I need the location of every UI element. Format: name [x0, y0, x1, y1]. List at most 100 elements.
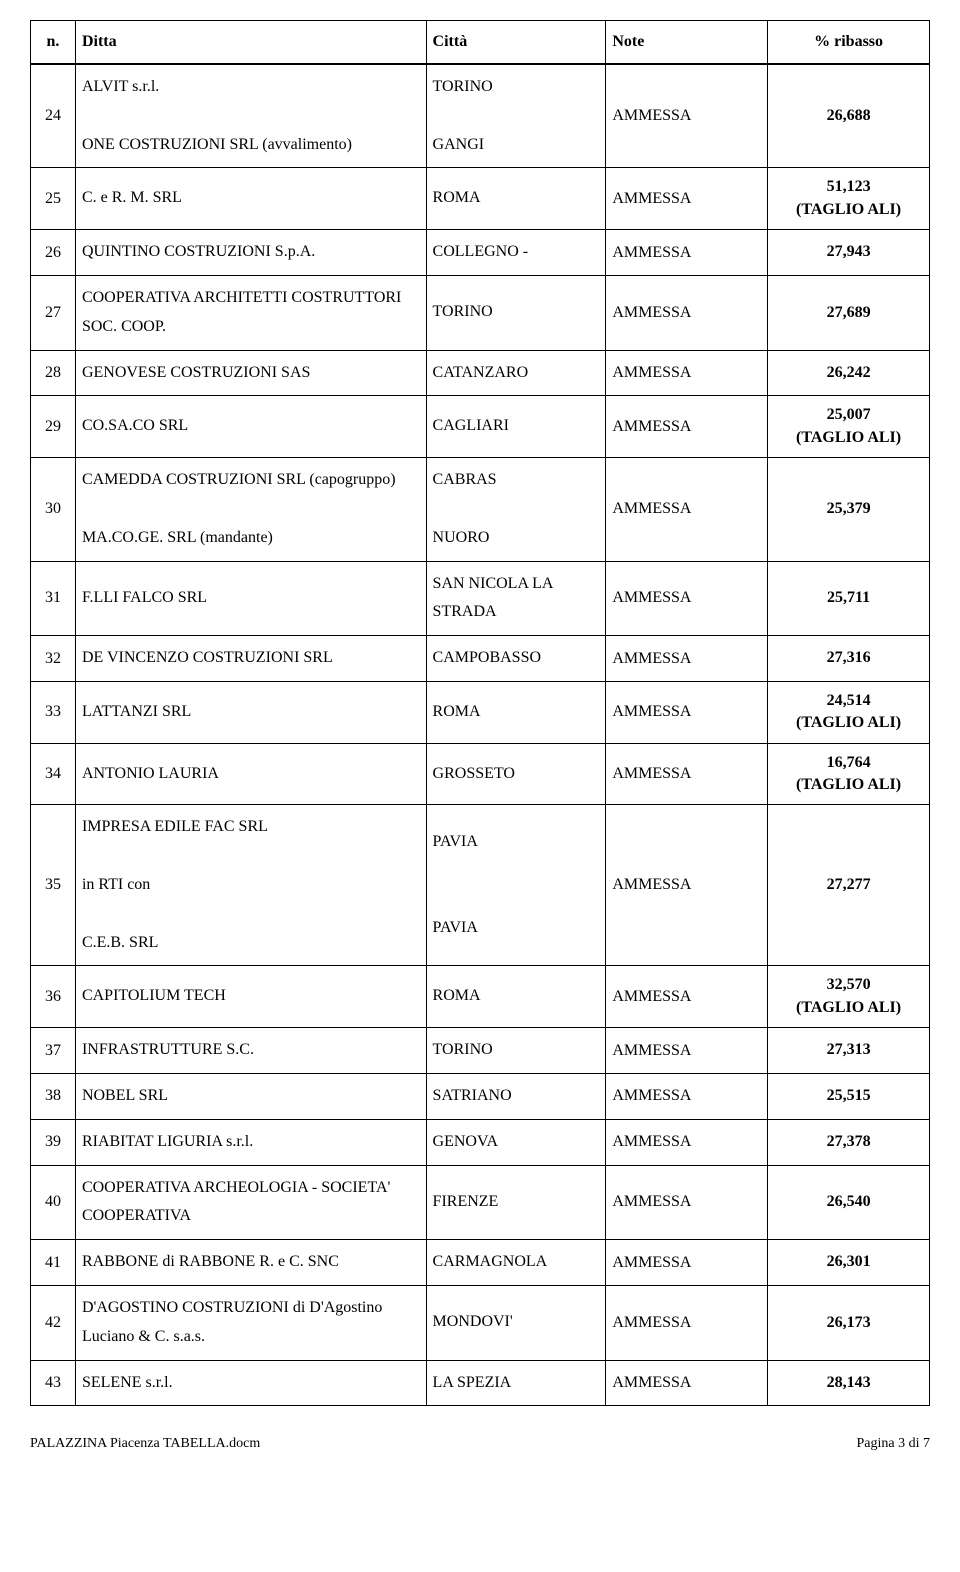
cell-ditta: C. e R. M. SRL	[75, 168, 426, 230]
cell-citta: TORINO GANGI	[426, 65, 606, 168]
cell-note: AMMESSA	[606, 1240, 768, 1286]
cell-ditta: CO.SA.CO SRL	[75, 396, 426, 458]
cell-ditta: F.LLI FALCO SRL	[75, 561, 426, 636]
cell-ribasso: 27,689	[768, 275, 930, 350]
cell-ditta: RIABITAT LIGURIA s.r.l.	[75, 1119, 426, 1165]
cell-ribasso: 27,378	[768, 1119, 930, 1165]
cell-note: AMMESSA	[606, 805, 768, 966]
footer-page: Pagina 3 di 7	[857, 1436, 931, 1452]
cell-citta: CAMPOBASSO	[426, 636, 606, 682]
cell-note: AMMESSA	[606, 275, 768, 350]
cell-note: AMMESSA	[606, 1028, 768, 1074]
cell-ribasso: 26,688	[768, 65, 930, 168]
table-row: 35IMPRESA EDILE FAC SRL in RTI con C.E.B…	[31, 805, 930, 966]
cell-citta: COLLEGNO -	[426, 230, 606, 276]
cell-citta: LA SPEZIA	[426, 1360, 606, 1406]
cell-citta: SAN NICOLA LA STRADA	[426, 561, 606, 636]
cell-ribasso: 32,570 (TAGLIO ALI)	[768, 966, 930, 1028]
cell-ribasso: 25,379	[768, 458, 930, 561]
cell-ribasso: 25,515	[768, 1074, 930, 1120]
header-row: n. Ditta Città Note % ribasso	[31, 21, 930, 64]
cell-n: 32	[31, 636, 76, 682]
data-table: 24ALVIT s.r.l. ONE COSTRUZIONI SRL (avva…	[30, 64, 930, 1406]
cell-ribasso: 26,301	[768, 1240, 930, 1286]
cell-ditta: CAPITOLIUM TECH	[75, 966, 426, 1028]
cell-ditta: DE VINCENZO COSTRUZIONI SRL	[75, 636, 426, 682]
cell-note: AMMESSA	[606, 230, 768, 276]
table-row: 28GENOVESE COSTRUZIONI SASCATANZAROAMMES…	[31, 350, 930, 396]
cell-n: 31	[31, 561, 76, 636]
table-row: 25C. e R. M. SRLROMAAMMESSA51,123 (TAGLI…	[31, 168, 930, 230]
page-footer: PALAZZINA Piacenza TABELLA.docm Pagina 3…	[30, 1436, 930, 1452]
table-row: 38NOBEL SRLSATRIANOAMMESSA25,515	[31, 1074, 930, 1120]
header-table: n. Ditta Città Note % ribasso	[30, 20, 930, 64]
cell-ribasso: 51,123 (TAGLIO ALI)	[768, 168, 930, 230]
cell-citta: ROMA	[426, 681, 606, 743]
cell-note: AMMESSA	[606, 65, 768, 168]
cell-n: 40	[31, 1165, 76, 1240]
table-row: 29CO.SA.CO SRLCAGLIARIAMMESSA25,007 (TAG…	[31, 396, 930, 458]
cell-n: 34	[31, 743, 76, 805]
cell-citta: CARMAGNOLA	[426, 1240, 606, 1286]
cell-citta: MONDOVI'	[426, 1286, 606, 1361]
cell-citta: SATRIANO	[426, 1074, 606, 1120]
cell-n: 36	[31, 966, 76, 1028]
cell-n: 43	[31, 1360, 76, 1406]
header-ditta: Ditta	[75, 21, 426, 64]
cell-n: 30	[31, 458, 76, 561]
cell-ribasso: 27,313	[768, 1028, 930, 1074]
cell-note: AMMESSA	[606, 396, 768, 458]
cell-citta: TORINO	[426, 1028, 606, 1074]
cell-n: 37	[31, 1028, 76, 1074]
cell-citta: CATANZARO	[426, 350, 606, 396]
cell-note: AMMESSA	[606, 561, 768, 636]
cell-note: AMMESSA	[606, 458, 768, 561]
cell-citta: GENOVA	[426, 1119, 606, 1165]
cell-ribasso: 28,143	[768, 1360, 930, 1406]
table-row: 34ANTONIO LAURIAGROSSETOAMMESSA16,764 (T…	[31, 743, 930, 805]
cell-n: 29	[31, 396, 76, 458]
cell-citta: CABRAS NUORO	[426, 458, 606, 561]
table-row: 43SELENE s.r.l.LA SPEZIAAMMESSA28,143	[31, 1360, 930, 1406]
cell-ribasso: 27,277	[768, 805, 930, 966]
table-row: 36CAPITOLIUM TECHROMAAMMESSA32,570 (TAGL…	[31, 966, 930, 1028]
header-note: Note	[606, 21, 768, 64]
footer-filename: PALAZZINA Piacenza TABELLA.docm	[30, 1436, 260, 1452]
cell-ribasso: 27,316	[768, 636, 930, 682]
cell-citta: FIRENZE	[426, 1165, 606, 1240]
cell-n: 33	[31, 681, 76, 743]
cell-citta: ROMA	[426, 168, 606, 230]
cell-n: 28	[31, 350, 76, 396]
cell-citta: PAVIA PAVIA	[426, 805, 606, 966]
cell-ditta: CAMEDDA COSTRUZIONI SRL (capogruppo) MA.…	[75, 458, 426, 561]
cell-citta: ROMA	[426, 966, 606, 1028]
cell-n: 42	[31, 1286, 76, 1361]
cell-n: 25	[31, 168, 76, 230]
cell-ribasso: 25,007 (TAGLIO ALI)	[768, 396, 930, 458]
cell-note: AMMESSA	[606, 350, 768, 396]
cell-ditta: ANTONIO LAURIA	[75, 743, 426, 805]
cell-ribasso: 25,711	[768, 561, 930, 636]
cell-citta: TORINO	[426, 275, 606, 350]
table-row: 31F.LLI FALCO SRLSAN NICOLA LA STRADAAMM…	[31, 561, 930, 636]
cell-note: AMMESSA	[606, 681, 768, 743]
cell-ditta: NOBEL SRL	[75, 1074, 426, 1120]
cell-ditta: SELENE s.r.l.	[75, 1360, 426, 1406]
cell-note: AMMESSA	[606, 1360, 768, 1406]
cell-n: 27	[31, 275, 76, 350]
cell-note: AMMESSA	[606, 966, 768, 1028]
cell-ditta: LATTANZI SRL	[75, 681, 426, 743]
table-row: 39RIABITAT LIGURIA s.r.l.GENOVAAMMESSA27…	[31, 1119, 930, 1165]
table-row: 41RABBONE di RABBONE R. e C. SNCCARMAGNO…	[31, 1240, 930, 1286]
table-row: 33LATTANZI SRLROMAAMMESSA24,514 (TAGLIO …	[31, 681, 930, 743]
cell-ribasso: 27,943	[768, 230, 930, 276]
cell-citta: CAGLIARI	[426, 396, 606, 458]
cell-note: AMMESSA	[606, 1074, 768, 1120]
table-row: 30CAMEDDA COSTRUZIONI SRL (capogruppo) M…	[31, 458, 930, 561]
header-n: n.	[31, 21, 76, 64]
cell-note: AMMESSA	[606, 1286, 768, 1361]
cell-n: 35	[31, 805, 76, 966]
cell-n: 24	[31, 65, 76, 168]
cell-ditta: COOPERATIVA ARCHEOLOGIA - SOCIETA' COOPE…	[75, 1165, 426, 1240]
cell-note: AMMESSA	[606, 168, 768, 230]
